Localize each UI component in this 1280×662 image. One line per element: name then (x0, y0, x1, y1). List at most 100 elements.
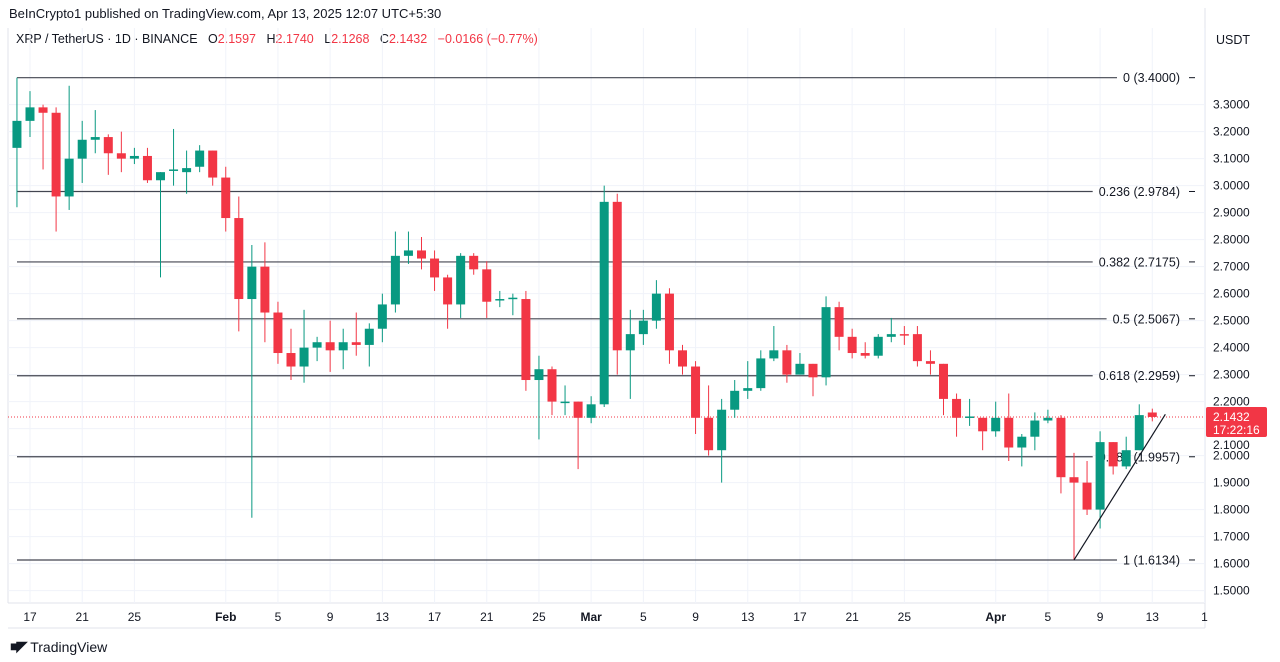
fib-level-label: 0.5 (2.5067) (1113, 312, 1180, 326)
candle (664, 288, 674, 364)
time-tick-label: 17 (23, 610, 37, 624)
fib-retracement[interactable]: 0 (3.4000) 0.236 (2.9784) 0.382 (2.7175) 0.… (17, 71, 1195, 567)
candle-body (377, 304, 387, 329)
candle-body (469, 255, 479, 270)
time-tick-label: 13 (1146, 610, 1160, 624)
candle (103, 134, 113, 175)
candle (1121, 436, 1131, 470)
candle (899, 326, 909, 345)
candle-body (25, 107, 35, 121)
price-tick-label: 2.3000 (1213, 368, 1250, 382)
price-tick-label: 3.2000 (1213, 125, 1250, 139)
candle (390, 231, 400, 313)
candle-body (612, 201, 622, 351)
fib-level-label: 0.786 (1.9957) (1099, 450, 1180, 464)
candle-body (142, 155, 152, 181)
candle (364, 323, 374, 367)
price-tick-label: 2.6000 (1213, 287, 1250, 301)
candle-body (273, 312, 283, 354)
candle-body (678, 350, 687, 367)
candle-body (325, 342, 335, 351)
candle-body (443, 277, 453, 305)
time-axis[interactable]: 17 21 25 Feb 5 9 13 17 21 25 Mar 5 9 13 17 21 25 Apr 5 9 13 1 (23, 610, 1208, 624)
tradingview-brand[interactable]: ■◤ TradingView (10, 638, 107, 655)
symbol-name[interactable]: XRP / TetherUS · 1D · BINANCE (16, 32, 198, 46)
candle (534, 355, 544, 440)
candle (116, 131, 126, 173)
candle (795, 353, 805, 375)
time-tick-label: 17 (428, 610, 442, 624)
trendline[interactable] (1073, 413, 1166, 561)
candle (195, 145, 205, 173)
candle-body (1030, 420, 1040, 437)
candle-body (638, 320, 648, 335)
time-tick-label: 17 (793, 610, 807, 624)
candle (64, 85, 74, 210)
candle-body (286, 353, 296, 367)
candle-body (730, 390, 740, 410)
candle (704, 385, 714, 456)
price-axis[interactable]: 3.3000 3.2000 3.1000 3.0000 2.9000 2.8000 2.70… (1213, 98, 1250, 598)
candle (1147, 408, 1157, 422)
candle (1043, 409, 1053, 424)
time-tick-label: 13 (741, 610, 755, 624)
candle-body (560, 401, 570, 404)
time-tick-label: 5 (275, 610, 282, 624)
candle (612, 193, 622, 375)
last-price-tag: 2.1432 17:22:16 (1206, 406, 1267, 437)
candle-body (691, 366, 701, 418)
candle (834, 301, 844, 351)
time-tick-label: 21 (480, 610, 494, 624)
candle-body (38, 107, 48, 113)
candle (495, 290, 505, 308)
fib-level-label: 0.382 (2.7175) (1099, 255, 1180, 269)
candle (717, 398, 727, 483)
candle (1095, 431, 1105, 529)
time-tick-label: 9 (692, 610, 699, 624)
candle (273, 301, 283, 364)
time-tick-label: 9 (327, 610, 334, 624)
candle (469, 253, 479, 275)
candle-body (338, 342, 348, 351)
candle (691, 361, 701, 435)
candle-body (64, 158, 74, 197)
candle-body (390, 255, 400, 305)
price-tick-label: 1.6000 (1213, 557, 1250, 571)
candle-body (651, 293, 661, 321)
candle (1004, 393, 1014, 462)
candle-body (1004, 417, 1014, 448)
open-label: O (208, 32, 218, 46)
open-value: 2.1597 (217, 32, 256, 46)
candle-body (939, 363, 948, 399)
time-tick-label: Apr (985, 610, 1006, 624)
candle-body (364, 328, 374, 345)
low-value: 2.1268 (331, 32, 370, 46)
candle (456, 253, 466, 318)
fib-level-label: 0.618 (2.2959) (1099, 369, 1180, 383)
candle (351, 312, 361, 356)
change-value: −0.0166 (−0.77%) (437, 32, 538, 46)
candle-body (599, 201, 609, 405)
candle-body (417, 250, 426, 259)
candle (730, 380, 740, 418)
currency-unit[interactable]: USDT (1216, 33, 1251, 47)
price-tick-label: 2.8000 (1213, 233, 1250, 247)
price-tick-label: 2.1000 (1213, 438, 1250, 452)
candles (12, 77, 1157, 560)
candle (25, 91, 35, 138)
candle (90, 110, 100, 154)
candle-body (821, 307, 831, 378)
candle-body (1147, 412, 1157, 417)
candle-body (51, 112, 61, 197)
candle (925, 350, 935, 375)
high-label: H (266, 32, 276, 46)
candle-body (12, 120, 22, 148)
price-tick-label: 2.4000 (1213, 341, 1250, 355)
candle-body (195, 150, 205, 167)
price-tag-box (1206, 406, 1267, 437)
candle (821, 296, 831, 386)
tradingview-logo-icon: ■◤ (10, 638, 27, 654)
candle-body (899, 334, 909, 336)
time-tick-label: 1 (1201, 610, 1208, 624)
